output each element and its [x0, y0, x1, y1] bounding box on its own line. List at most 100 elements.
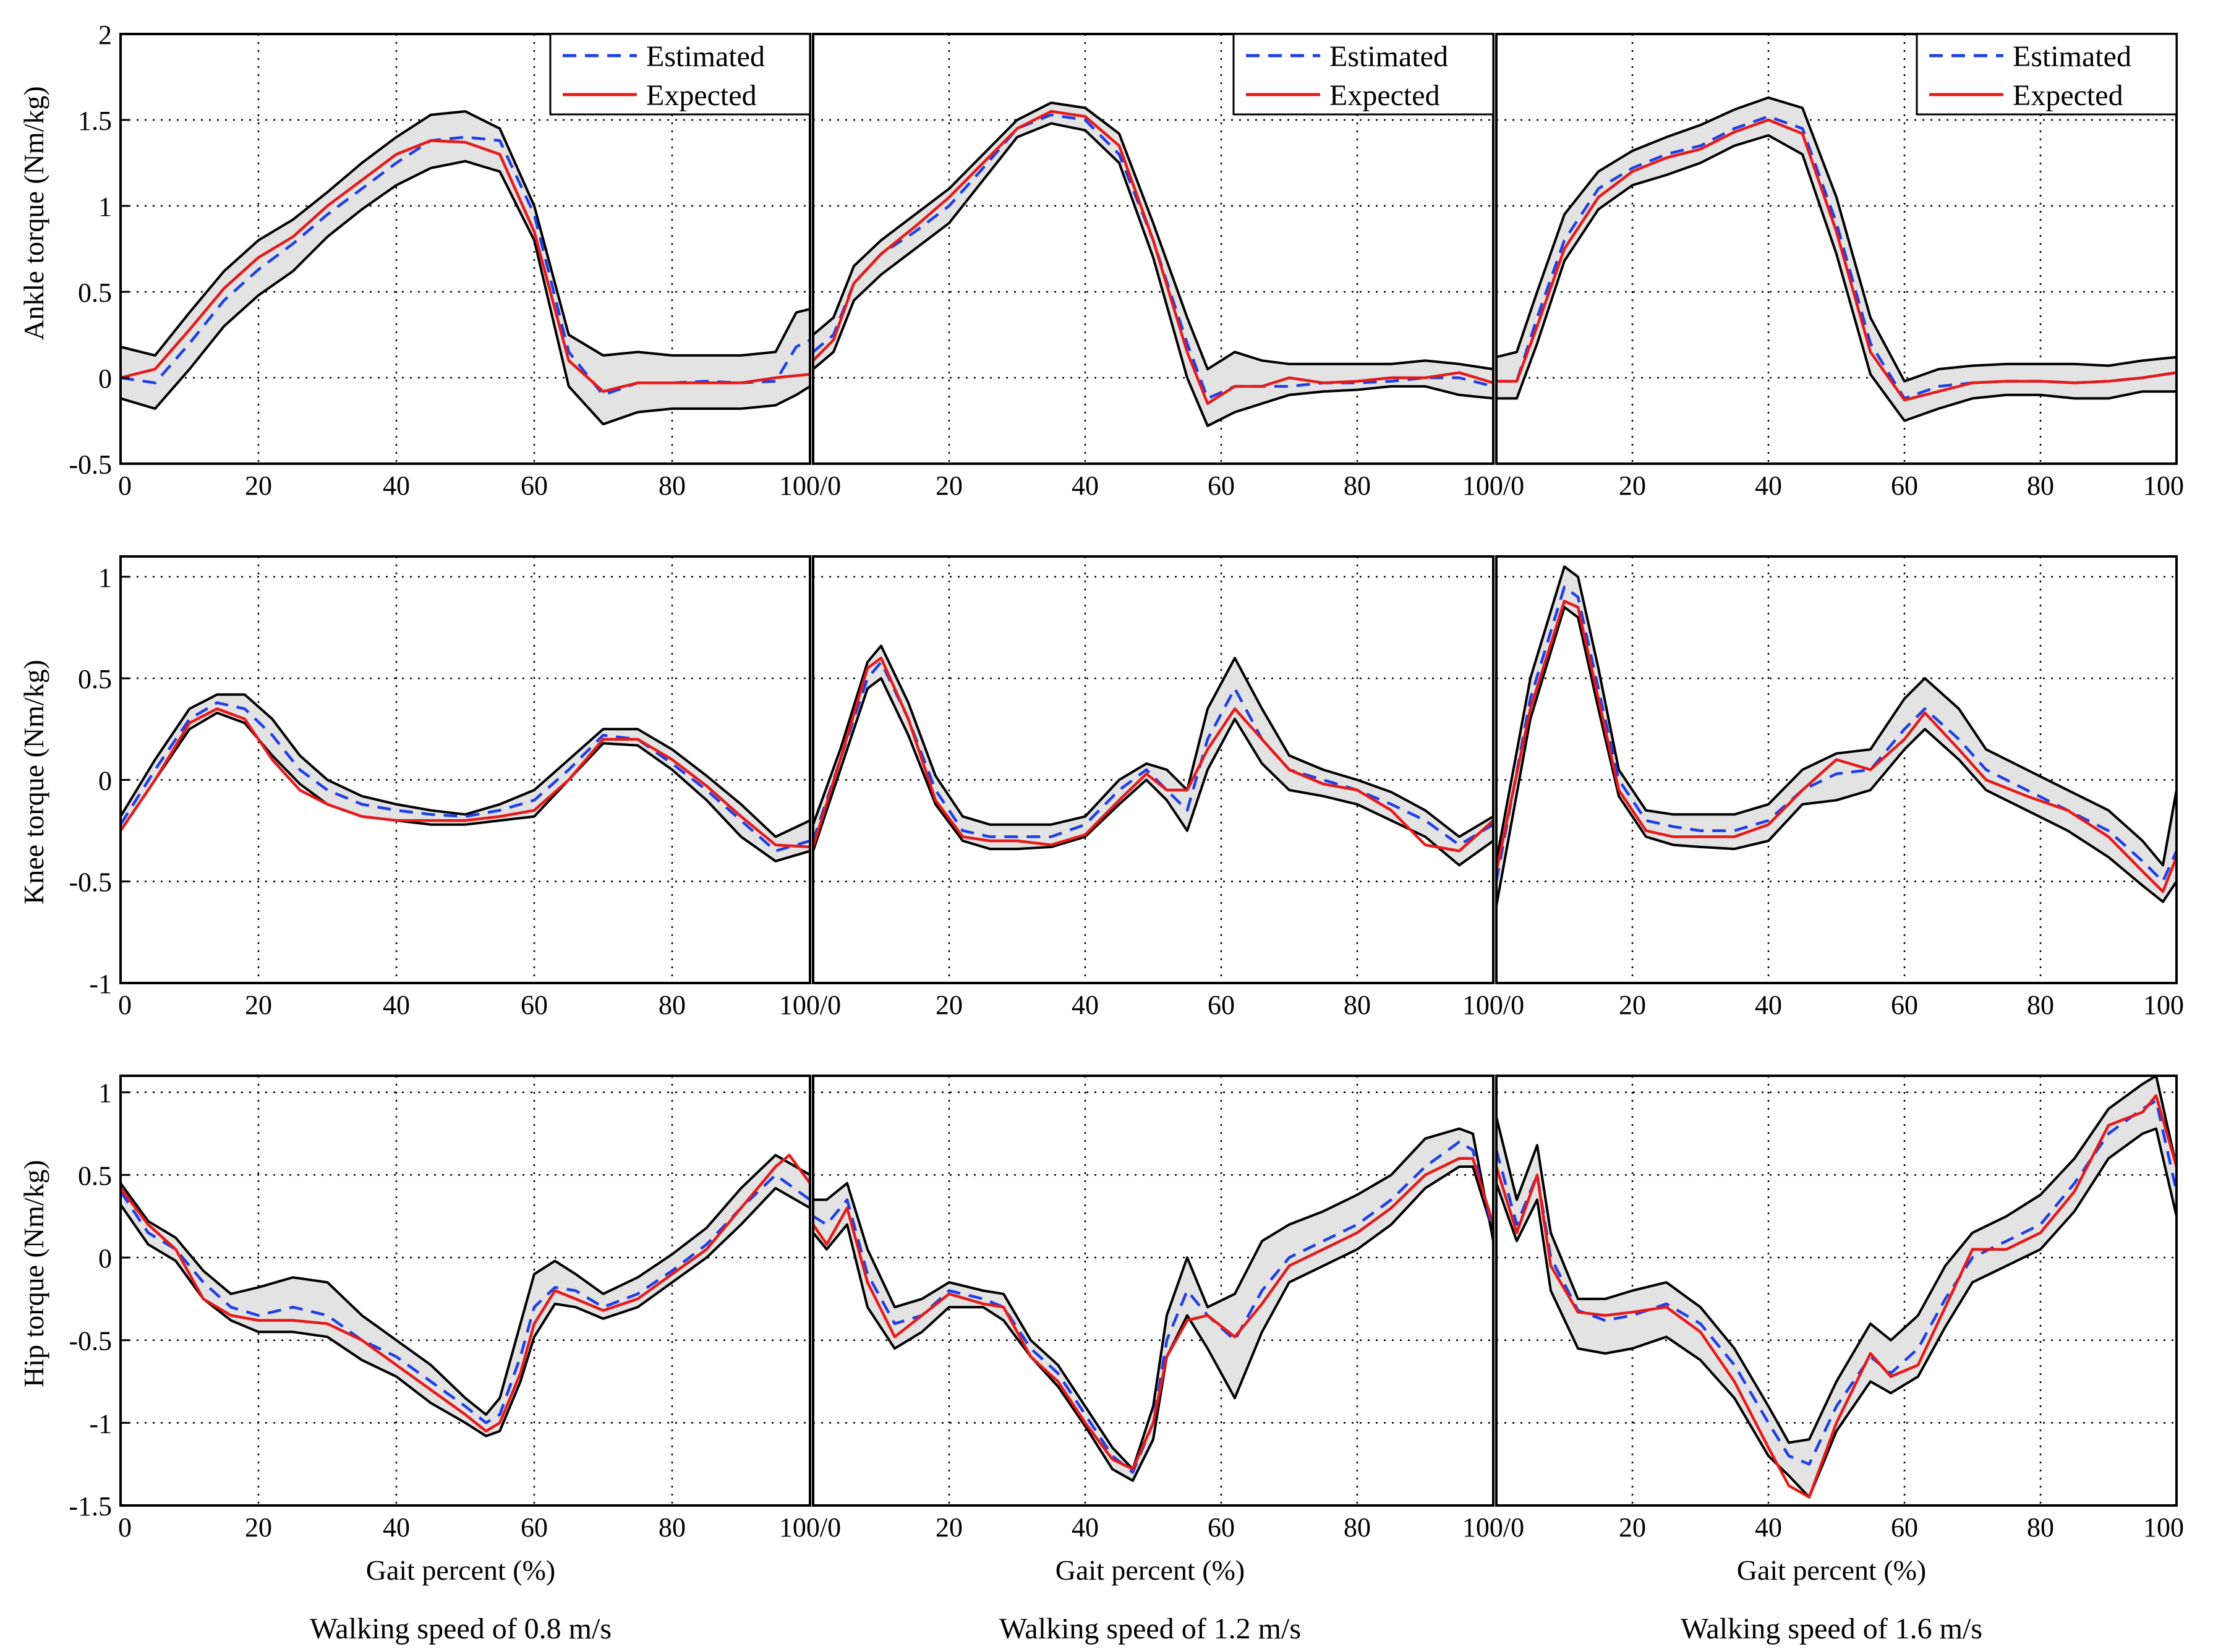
x-tick-label: 80 — [659, 990, 686, 1020]
band-upper-line — [119, 693, 811, 838]
ylabel-knee: Knee torque (Nm/kg) — [18, 660, 49, 905]
axes-frame — [1495, 1075, 2178, 1507]
x-tick-label: 20 — [245, 990, 272, 1020]
xlabel-col-3: Gait percent (%) — [1737, 1554, 1927, 1586]
y-tick-label: 1 — [98, 1078, 112, 1109]
y-tick-label: -0.5 — [69, 449, 112, 480]
x-tick-label: 100 — [2143, 990, 2184, 1020]
ylabel-ankle: Ankle torque (Nm/kg) — [18, 86, 49, 340]
variability-band — [1496, 1076, 2177, 1497]
expected-line — [119, 1154, 811, 1433]
x-tick-label: 80 — [1344, 1512, 1371, 1543]
y-tick-label: 2 — [98, 20, 112, 50]
ylabel-hip: Hip torque (Nm/kg) — [18, 1160, 49, 1387]
legend-expected-label: Expected — [646, 79, 757, 112]
x-tick-label: 40 — [1072, 1512, 1099, 1543]
x-tick-label: 20 — [245, 470, 272, 501]
y-tick-label: -1 — [89, 969, 112, 999]
x-tick-label: 60 — [1208, 990, 1235, 1020]
band-lower-line — [812, 677, 1495, 867]
y-tick-label: -1 — [89, 1408, 112, 1439]
x-tick-label: 60 — [1891, 990, 1918, 1020]
x-tick-label: 60 — [1891, 470, 1918, 501]
legend: Estimated Expected — [1232, 33, 1495, 116]
caption-speed-1-6: Walking speed of 1.6 m/s — [1681, 1612, 1982, 1645]
expected-line — [1496, 118, 2177, 402]
legend-box — [1916, 33, 2178, 116]
expected-line — [1495, 600, 2178, 893]
expected-line — [120, 139, 811, 393]
x-tick-label: 40 — [1755, 1512, 1782, 1543]
expected-line — [1495, 1094, 2178, 1499]
axes-frame — [1495, 555, 2178, 984]
panel-ankle-2: 20 40 60 80 100/0 Estimated Expected — [812, 33, 1524, 501]
variability-band — [813, 645, 1493, 866]
x-tick-label: 60 — [521, 470, 548, 501]
band-lower-line — [119, 712, 811, 862]
band-upper-line — [1495, 565, 2178, 867]
expected-line — [812, 1157, 1495, 1471]
panel-knee-1: -1 -0.5 0 0.5 1 0 20 40 60 80 100/0 — [69, 555, 841, 1020]
x-tick-label: 40 — [1755, 990, 1782, 1020]
x-tick-label: 20 — [1619, 1512, 1646, 1543]
x-tick-label: 80 — [2027, 1512, 2054, 1543]
y-tick-label: 0.5 — [78, 278, 112, 308]
x-tick-label: 40 — [383, 990, 410, 1020]
xlabel-col-2: Gait percent (%) — [1055, 1554, 1245, 1586]
legend-box — [549, 33, 811, 116]
x-tick-label: 20 — [936, 990, 963, 1020]
variability-band — [121, 111, 810, 425]
x-tick-label: 80 — [659, 1512, 686, 1543]
estimated-line — [119, 701, 811, 853]
expected-line — [119, 707, 811, 849]
y-tick-label: 0.5 — [78, 664, 112, 694]
y-tick-label: -1.5 — [69, 1491, 112, 1522]
variability-band — [1496, 97, 2177, 421]
band-upper-line — [812, 101, 1494, 371]
variability-band — [813, 1128, 1493, 1481]
axes-frame — [119, 555, 811, 984]
band-upper-line — [812, 644, 1495, 838]
y-tick-label: 0 — [98, 1243, 112, 1274]
legend: Estimated Expected — [1916, 33, 2178, 116]
x-tick-label: 100/0 — [1462, 990, 1524, 1020]
legend-estimated-label: Estimated — [1329, 40, 1448, 73]
x-tick-label: 80 — [2027, 470, 2054, 501]
y-tick-label: 1 — [98, 563, 112, 593]
expected-line — [812, 109, 1494, 405]
band-lower-line — [120, 160, 811, 426]
plot-area: -0.500.511.520 20 40 60 80 100/0EstimatedExpe… — [69, 20, 2184, 1543]
band-upper-line — [1496, 96, 2177, 383]
panel-hip-3: 20 40 60 80 100 — [1495, 1075, 2184, 1543]
x-tick-label: 0 — [118, 990, 132, 1020]
x-tick-label: 60 — [521, 1512, 548, 1543]
x-tick-label: 60 — [1208, 470, 1235, 501]
legend-estimated-label: Estimated — [2013, 40, 2131, 73]
band-upper-line — [1495, 1075, 2178, 1444]
x-tick-label: 60 — [1891, 1512, 1918, 1543]
band-lower-line — [1496, 134, 2177, 422]
y-tick-label: -0.5 — [69, 867, 112, 898]
variability-band — [1496, 566, 2177, 906]
x-tick-label: 100/0 — [779, 1512, 841, 1543]
x-tick-label: 80 — [1344, 470, 1371, 501]
x-tick-label: 40 — [1072, 470, 1099, 501]
panel-knee-3: 20 40 60 80 100 — [1495, 555, 2184, 1020]
axes-frame — [1495, 33, 2178, 465]
x-tick-label: 20 — [1619, 470, 1646, 501]
x-tick-label: 40 — [383, 470, 410, 501]
legend-estimated-label: Estimated — [646, 40, 765, 73]
expected-line — [811, 657, 1495, 853]
axes-frame — [812, 1075, 1495, 1507]
x-tick-label: 100/0 — [779, 470, 841, 501]
axes-frame — [812, 33, 1495, 465]
x-tick-label: 80 — [659, 470, 686, 501]
x-tick-label: 0 — [118, 470, 132, 501]
y-tick-label: 0 — [98, 765, 112, 796]
y-tick-label: -0.5 — [69, 1326, 112, 1356]
x-tick-label: 40 — [1072, 990, 1099, 1020]
x-tick-label: 80 — [2027, 990, 2054, 1020]
band-upper-line — [120, 110, 811, 357]
x-tick-label: 20 — [245, 1512, 272, 1543]
y-tick-label: 0 — [98, 364, 112, 394]
